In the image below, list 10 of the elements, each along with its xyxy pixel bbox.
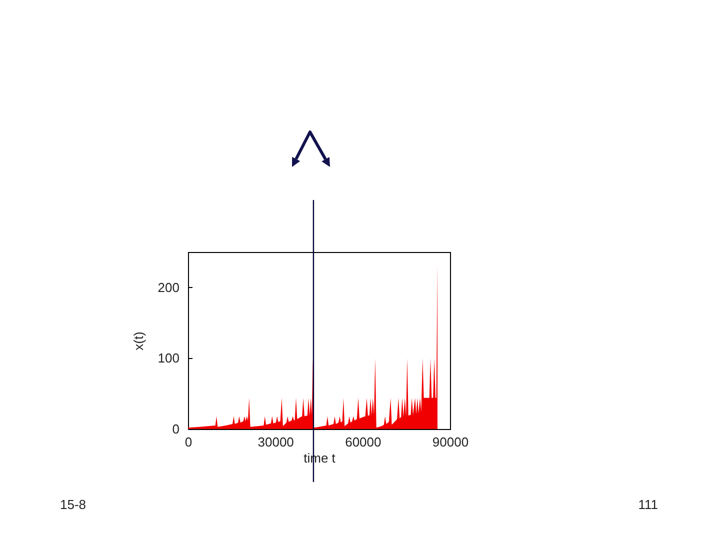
text: 15-8	[60, 497, 86, 513]
x-tick-label: 30000	[258, 434, 294, 450]
y-tick-label: 0	[172, 422, 180, 436]
x-tick-label: 0	[184, 434, 192, 450]
y-tick-label: 100	[158, 350, 180, 366]
x-tick-label: 60000	[345, 434, 382, 450]
y-axis-title: x(t)	[130, 332, 146, 350]
x-tick-label: 90000	[432, 434, 469, 450]
text: 111	[638, 497, 658, 513]
y-tick-label: 200	[158, 280, 180, 295]
